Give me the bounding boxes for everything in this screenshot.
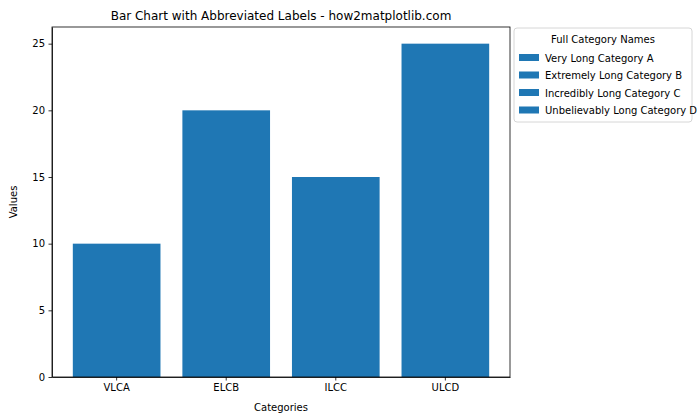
y-tick: 20 [32,105,52,116]
y-tick: 10 [32,238,52,249]
bar [182,110,270,377]
x-tick-label: ELCB [213,382,239,393]
bar [73,244,161,377]
x-tick-label: VLCA [104,382,130,393]
y-tick-mark [49,244,53,245]
y-tick-label: 0 [39,372,45,383]
x-axis: VLCA ELCB ILCC ULCD [53,377,511,393]
legend-swatch [519,89,539,96]
bar [402,44,490,377]
y-tick: 25 [32,38,52,49]
y-tick-mark [49,377,53,378]
bar [292,177,380,377]
x-tick-mark [335,377,336,381]
plot: VLCA ELCB ILCC ULCD 0 5 10 15 20 25 [32,27,510,393]
y-axis-line [52,28,53,378]
y-tick-label: 5 [39,305,45,316]
y-tick-label: 15 [32,172,45,183]
x-tick: ELCB [213,377,239,393]
y-tick-label: 10 [32,238,45,249]
y-tick: 15 [32,172,52,183]
x-tick: ILCC [325,377,348,393]
legend-swatch [519,107,539,114]
legend-label: Extremely Long Category B [545,70,682,81]
legend-title: Full Category Names [551,34,655,45]
y-tick: 5 [39,305,52,316]
y-tick-mark [49,110,53,111]
legend-label: Unbelievably Long Category D [545,105,697,116]
x-tick-label: ULCD [432,382,460,393]
x-tick-label: ILCC [325,382,348,393]
plot-frame [52,27,510,377]
y-tick-label: 20 [32,105,45,116]
y-tick-mark [49,177,53,178]
legend: Full Category Names Very Long Category A E… [514,28,697,122]
x-axis-title: Categories [254,402,308,413]
legend-label: Very Long Category A [545,53,654,64]
bars [73,44,489,377]
y-axis-title: Values [8,186,19,219]
x-tick-mark [226,377,227,381]
x-tick: VLCA [104,377,130,393]
y-axis: 0 5 10 15 20 25 [32,28,52,383]
legend-label: Incredibly Long Category C [545,88,680,99]
title: Bar Chart with Abbreviated Labels - how2… [111,9,452,23]
x-tick: ULCD [432,377,460,393]
legend-swatch [519,54,539,61]
y-tick-mark [49,310,53,311]
y-tick-mark [49,44,53,45]
x-axis-line [53,377,511,378]
y-tick: 0 [39,372,52,383]
x-tick-mark [116,377,117,381]
chart: VLCA ELCB ILCC ULCD 0 5 10 15 20 25 Bar Chart with… [0,0,700,420]
x-tick-mark [445,377,446,381]
y-tick-label: 25 [32,38,45,49]
legend-swatch [519,72,539,79]
